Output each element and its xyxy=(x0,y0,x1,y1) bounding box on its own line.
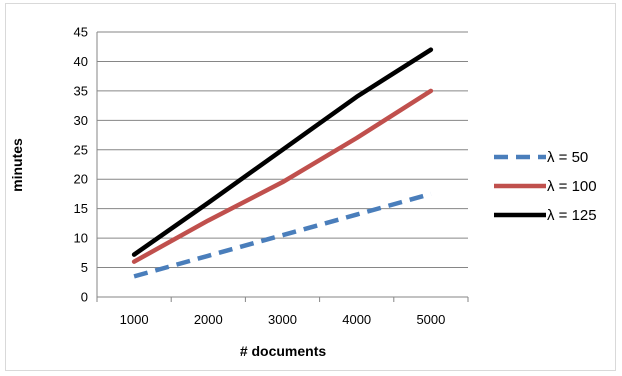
y-axis-title: minutes xyxy=(9,138,25,192)
x-tick-labels: 1000 2000 3000 4000 5000 xyxy=(120,312,446,327)
y-tick-label: 30 xyxy=(74,113,88,128)
y-tick-label: 40 xyxy=(74,54,88,69)
x-axis-title: # documents xyxy=(240,343,327,359)
y-tick-labels: 0 5 10 15 20 25 30 35 40 45 xyxy=(74,25,88,305)
legend: λ = 50 λ = 100 λ = 125 xyxy=(494,149,597,224)
y-tick-label: 15 xyxy=(74,201,88,216)
y-tick-label: 20 xyxy=(74,172,88,187)
series-lines xyxy=(131,47,434,279)
series-line-2 xyxy=(131,88,434,264)
y-tick-label: 25 xyxy=(74,142,88,157)
y-tick-label: 10 xyxy=(74,231,88,246)
legend-label-1: λ = 50 xyxy=(547,149,588,166)
y-tick-label: 35 xyxy=(74,83,88,98)
series-line-3 xyxy=(131,47,434,257)
x-tick-label: 2000 xyxy=(194,312,223,327)
x-tick-label: 4000 xyxy=(342,312,371,327)
series-line-1 xyxy=(133,191,432,279)
legend-label-2: λ = 100 xyxy=(547,178,597,195)
legend-label-3: λ = 125 xyxy=(547,207,597,224)
x-tick-label: 5000 xyxy=(416,312,445,327)
y-tick-label: 5 xyxy=(81,260,88,275)
axes xyxy=(96,32,469,302)
y-tick-label: 0 xyxy=(81,290,88,305)
x-tick-label: 1000 xyxy=(120,312,149,327)
y-tick-label: 45 xyxy=(74,25,88,40)
x-tick-label: 3000 xyxy=(268,312,297,327)
